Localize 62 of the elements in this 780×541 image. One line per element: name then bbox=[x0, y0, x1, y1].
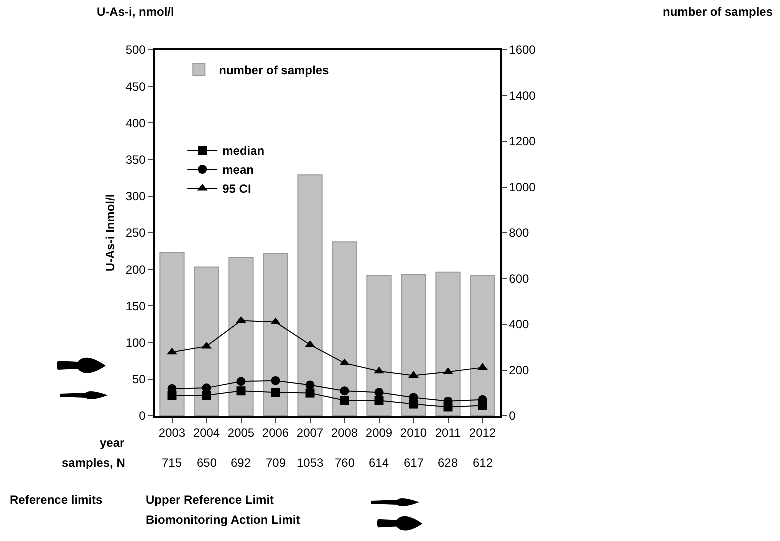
y2-tick-label: 200 bbox=[509, 363, 530, 378]
y-tick-label: 450 bbox=[126, 80, 146, 94]
bar bbox=[263, 253, 288, 416]
text: samples, N bbox=[62, 456, 126, 470]
x-tick-label: 2007 bbox=[296, 426, 324, 440]
y-tick-label: 0 bbox=[139, 409, 146, 424]
y-tick-label: 50 bbox=[132, 372, 146, 387]
y-tick-label: 350 bbox=[126, 153, 146, 167]
y2-tick-label: 0 bbox=[509, 409, 516, 424]
data-label: 612 bbox=[473, 456, 494, 470]
y2-tick-label: 800 bbox=[509, 226, 530, 240]
legend-label: number of samples bbox=[219, 64, 330, 78]
data-label: 1053 bbox=[297, 456, 324, 470]
y-tick-label: 400 bbox=[126, 116, 146, 130]
x-tick-label: 2012 bbox=[469, 426, 496, 440]
text: Upper Reference Limit bbox=[146, 493, 274, 507]
data-label: 715 bbox=[162, 456, 182, 470]
bar bbox=[366, 275, 392, 416]
data-label: 628 bbox=[438, 456, 458, 470]
y2-tick-label: 1600 bbox=[509, 43, 536, 58]
y2-tick-label: 1400 bbox=[509, 88, 536, 103]
data-label: 692 bbox=[231, 456, 252, 470]
data-label: 650 bbox=[197, 456, 218, 470]
y2-tick-label: 400 bbox=[509, 318, 530, 332]
x-tick-label: 2005 bbox=[228, 426, 255, 440]
y-tick-label: 300 bbox=[126, 190, 146, 204]
x-axis-title: year bbox=[100, 436, 126, 450]
bar bbox=[401, 274, 426, 416]
bar bbox=[470, 276, 496, 416]
x-tick-label: 2011 bbox=[435, 426, 462, 440]
legend-label: median bbox=[222, 144, 265, 158]
x-tick-label: 2004 bbox=[193, 426, 220, 440]
x-tick-label: 2008 bbox=[331, 426, 358, 440]
y2-tick-label: 1000 bbox=[509, 180, 536, 194]
y2-tick-label: 600 bbox=[509, 272, 530, 286]
y-tick-label: 500 bbox=[126, 43, 146, 58]
text: Reference limits bbox=[10, 493, 104, 507]
legend-label: mean bbox=[222, 163, 254, 178]
bar bbox=[298, 174, 323, 416]
data-label: 709 bbox=[266, 456, 286, 470]
text: number of samples bbox=[663, 5, 774, 19]
x-tick-label: 2009 bbox=[366, 426, 393, 440]
y-tick-label: 200 bbox=[126, 262, 146, 277]
x-tick-label: 2010 bbox=[400, 426, 428, 440]
x-tick-label: 2006 bbox=[262, 426, 290, 440]
text: Biomonitoring Action Limit bbox=[146, 513, 300, 527]
text: U-As-i, nmol/l bbox=[97, 5, 174, 19]
y-tick-label: 250 bbox=[126, 226, 146, 240]
bar bbox=[194, 266, 220, 416]
y-axis-title: U-As-i Inmol/l bbox=[104, 194, 118, 272]
bar bbox=[332, 242, 358, 416]
bar bbox=[228, 257, 254, 416]
data-label: 614 bbox=[369, 456, 390, 470]
bar bbox=[436, 272, 461, 416]
y2-tick-label: 1200 bbox=[509, 134, 536, 149]
data-label: 617 bbox=[404, 456, 424, 470]
y-tick-label: 150 bbox=[126, 299, 146, 314]
legend-label: 95 CI bbox=[222, 182, 252, 196]
y-tick-label: 100 bbox=[126, 336, 146, 350]
data-label: 760 bbox=[335, 456, 356, 470]
bar bbox=[160, 252, 185, 416]
x-tick-label: 2003 bbox=[158, 426, 186, 440]
